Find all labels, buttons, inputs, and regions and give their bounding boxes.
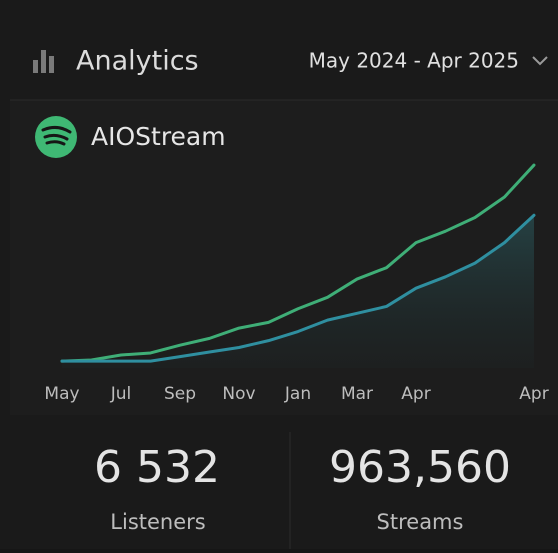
- x-tick-label: Jan: [284, 384, 311, 404]
- brand-logo: [35, 116, 77, 158]
- area: [62, 215, 534, 368]
- brand-name: AIOStream: [91, 122, 226, 151]
- x-tick-label: Apr: [519, 384, 548, 404]
- analytics-icon: [33, 50, 54, 73]
- x-tick-label: Apr: [401, 384, 430, 404]
- dropdown-chevron[interactable]: [532, 56, 548, 66]
- x-tick-label: May: [44, 384, 79, 404]
- line: [60, 213, 536, 363]
- x-tick-label: Mar: [341, 384, 373, 404]
- stat-label: Streams: [377, 510, 464, 534]
- x-tick-label: Nov: [222, 384, 255, 404]
- date-range[interactable]: May 2024 - Apr 2025: [309, 49, 519, 73]
- stat-value: 6 532: [94, 442, 220, 493]
- page-title: Analytics: [76, 46, 199, 77]
- stat-label: Listeners: [110, 510, 205, 534]
- line: [60, 163, 536, 363]
- x-tick-label: Jul: [110, 384, 132, 404]
- x-tick-label: Sep: [164, 384, 196, 404]
- stat-value: 963,560: [329, 442, 511, 493]
